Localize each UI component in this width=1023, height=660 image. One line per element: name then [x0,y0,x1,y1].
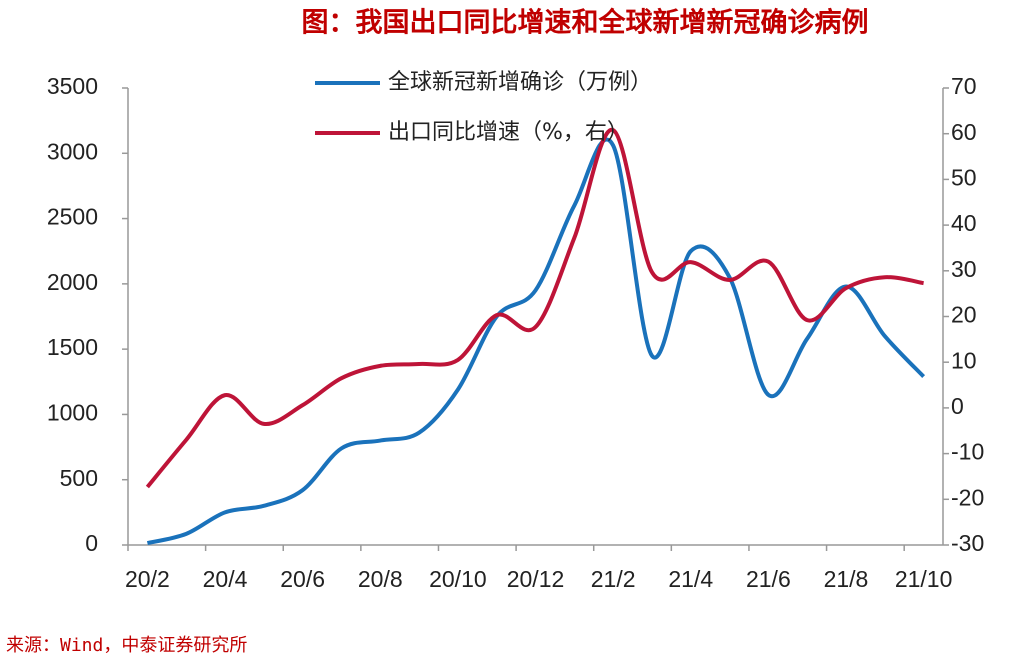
x-tick-label: 21/2 [591,566,636,592]
y-tick-label: 3500 [47,73,98,99]
y2-tick-label: 0 [951,393,964,419]
x-tick-label: 21/8 [824,566,869,592]
x-tick-label: 20/4 [203,566,248,592]
y2-tick-label: 50 [951,164,977,190]
y2-tick-label: -20 [951,484,984,510]
legend-label: 出口同比增速（%，右） [388,120,629,145]
y2-tick-label: 60 [951,119,977,145]
y2-tick-label: 10 [951,347,977,373]
y2-tick-label: -30 [951,530,984,556]
x-tick-label: 21/6 [746,566,791,592]
y2-tick-label: 20 [951,302,977,328]
x-tick-label: 21/10 [895,566,953,592]
series-line [145,128,924,489]
x-tick-label: 20/2 [125,566,170,592]
y2-tick-label: 30 [951,256,977,282]
y2-tick-label: -10 [951,439,984,465]
x-tick-label: 20/8 [358,566,403,592]
chart-title: 图：我国出口同比增速和全球新增新冠确诊病例 [302,7,869,39]
x-tick-label: 20/12 [507,566,565,592]
y2-tick-label: 40 [951,210,977,236]
x-tick-label: 21/4 [668,566,713,592]
y-tick-label: 2000 [47,269,98,295]
y-tick-label: 1500 [47,334,98,360]
y-tick-label: 0 [85,530,98,556]
y2-tick-label: 70 [951,73,977,99]
y-tick-label: 2500 [47,204,98,230]
y-tick-label: 1000 [47,400,98,426]
legend-label: 全球新冠新增确诊（万例） [388,70,652,95]
y-tick-label: 500 [60,465,98,491]
x-tick-label: 20/6 [280,566,325,592]
y-tick-label: 3000 [47,138,98,164]
source-note: 来源：Wind，中泰证券研究所 [6,635,247,656]
series-line [146,137,926,545]
x-tick-label: 20/10 [429,566,487,592]
